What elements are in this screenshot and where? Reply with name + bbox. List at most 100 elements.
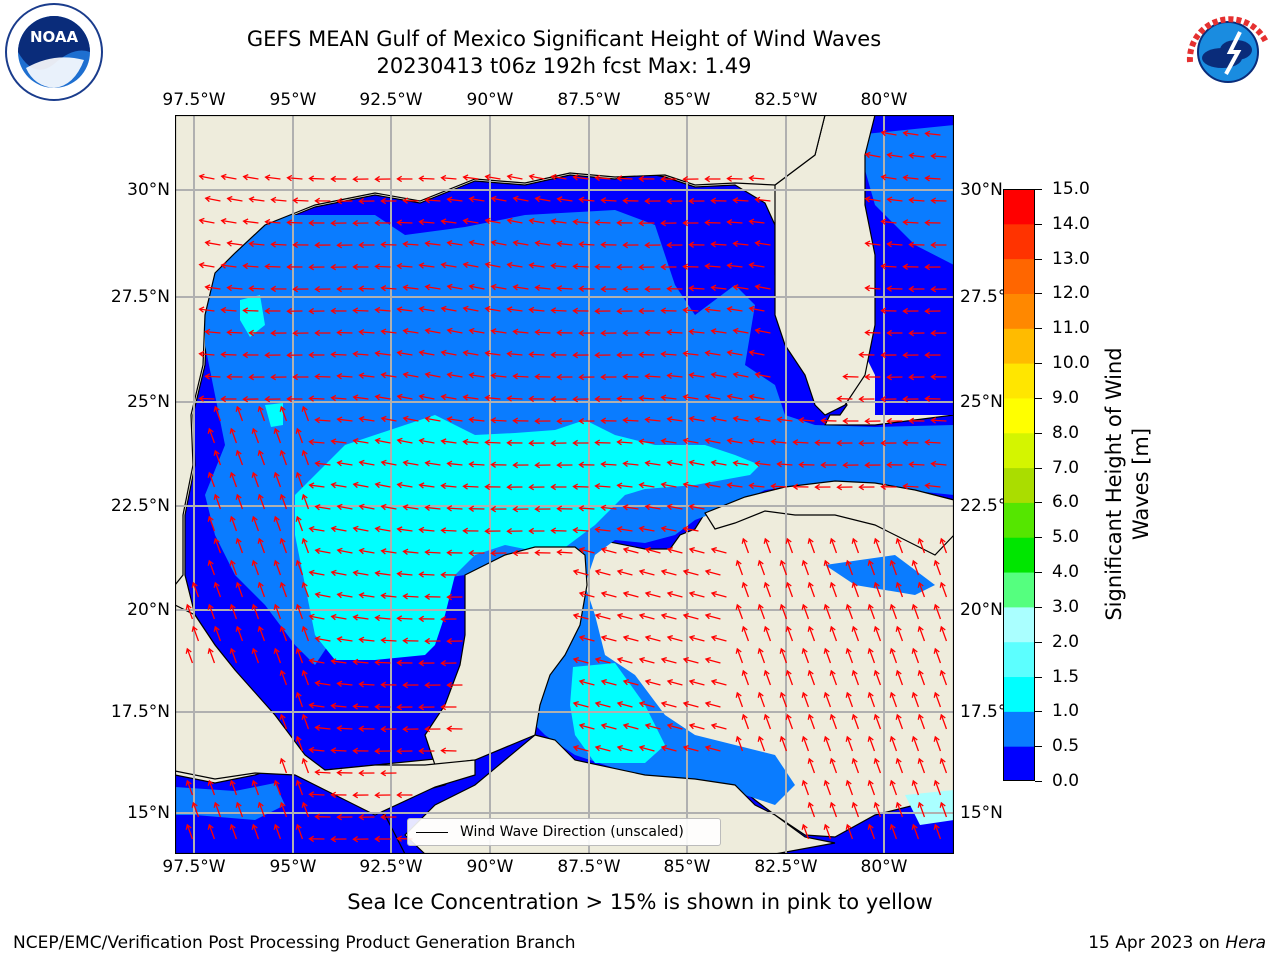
wind-arrow	[491, 374, 507, 378]
wind-arrow-head	[845, 779, 852, 786]
wind-arrow	[573, 614, 589, 620]
wind-arrow-head	[512, 549, 519, 557]
wind-arrow	[419, 484, 435, 488]
wind-arrow-head	[358, 459, 365, 467]
wind-arrow-head	[873, 757, 880, 764]
wind-arrow	[808, 758, 816, 774]
wind-arrow	[441, 177, 457, 180]
wind-arrow-head	[440, 571, 447, 579]
wind-arrow	[403, 595, 419, 598]
lon-label-top: 92.5°W	[359, 90, 423, 110]
wind-arrow-head	[446, 593, 453, 601]
wind-arrow-head	[704, 745, 711, 752]
wind-arrow	[601, 463, 617, 466]
wind-arrow-head	[314, 416, 321, 424]
wind-arrow-head	[682, 657, 689, 664]
wind-arrow	[205, 375, 221, 378]
wind-arrow-head	[396, 306, 403, 313]
wind-arrow	[331, 571, 347, 576]
wind-arrow-head	[594, 174, 601, 182]
wind-arrow-head	[402, 593, 409, 600]
wind-arrow-head	[688, 415, 695, 423]
wind-arrow	[755, 373, 771, 378]
wind-arrow	[419, 573, 435, 576]
wind-arrow-head	[301, 493, 308, 500]
wind-arrow	[485, 396, 501, 400]
wind-arrow-head	[829, 581, 836, 588]
wind-arrow-head	[279, 581, 286, 588]
wind-arrow	[808, 670, 816, 686]
wind-arrow-head	[873, 713, 880, 720]
wind-arrow-head	[534, 240, 541, 247]
wind-arrow-head	[710, 635, 717, 642]
wind-arrow-head	[880, 174, 887, 181]
wind-arrow	[579, 198, 595, 202]
wind-arrow	[513, 330, 529, 334]
wind-arrow	[727, 307, 743, 312]
wind-arrow	[689, 374, 705, 378]
wind-arrow-head	[770, 483, 777, 490]
wind-arrow-head	[594, 701, 601, 708]
wind-arrow	[733, 199, 749, 202]
wind-arrow-head	[292, 329, 299, 337]
wind-arrow-head	[336, 241, 343, 249]
wind-arrow-head	[220, 173, 227, 181]
wind-arrow	[331, 527, 347, 532]
wind-arrow	[786, 670, 794, 686]
wind-arrow	[742, 626, 750, 642]
wind-arrow-head	[330, 351, 337, 358]
colorbar-segment	[1003, 711, 1035, 747]
lon-label-bottom: 87.5°W	[557, 857, 621, 877]
wind-arrow-head	[594, 395, 601, 403]
wind-arrow	[749, 440, 765, 444]
wind-arrow	[274, 824, 282, 840]
wind-arrow-head	[279, 537, 286, 544]
wind-arrow-head	[889, 691, 896, 698]
wind-arrow-head	[462, 261, 469, 269]
wind-arrow-head	[279, 625, 286, 632]
wind-arrow-head	[930, 460, 937, 468]
wind-arrow-head	[807, 757, 814, 764]
wind-arrow-head	[402, 371, 409, 379]
wind-arrow-head	[779, 647, 786, 654]
wind-arrow-head	[829, 625, 836, 632]
wind-arrow	[199, 353, 215, 356]
wind-arrow-head	[273, 427, 280, 434]
wind-arrow-head	[880, 218, 887, 226]
wind-arrow-head	[908, 329, 915, 337]
wind-arrow-head	[616, 307, 623, 315]
lat-label-left: 20°N	[127, 600, 170, 620]
wind-arrow	[463, 307, 479, 312]
wind-arrow	[447, 198, 463, 202]
wind-arrow	[208, 428, 216, 444]
colorbar-tick	[1035, 363, 1042, 365]
wind-arrow-head	[807, 801, 814, 808]
wind-arrow-head	[308, 702, 315, 709]
wind-arrow	[623, 419, 639, 422]
wind-arrow	[918, 538, 926, 554]
wind-arrow-head	[229, 515, 236, 522]
wind-arrow	[397, 395, 413, 400]
wind-arrow-head	[776, 460, 783, 468]
wind-arrow	[786, 714, 794, 730]
wind-arrow	[397, 483, 413, 488]
wind-arrow	[846, 692, 854, 708]
wind-arrow	[375, 616, 391, 620]
wind-arrow	[271, 243, 287, 246]
wind-arrow-head	[933, 735, 940, 742]
wind-arrow	[529, 308, 545, 312]
wind-arrow	[771, 440, 787, 444]
wind-arrow-head	[688, 459, 695, 467]
wind-arrow-head	[264, 263, 271, 270]
wind-arrow-head	[895, 713, 902, 720]
wind-arrow-head	[528, 306, 535, 314]
wind-arrow-head	[616, 569, 623, 576]
wind-arrow	[601, 506, 617, 510]
wind-arrow	[705, 702, 721, 708]
wind-arrow-head	[917, 801, 924, 808]
wind-arrow-head	[930, 197, 937, 204]
wind-arrow	[824, 736, 832, 752]
wind-arrow	[441, 529, 457, 532]
wind-arrow-head	[440, 747, 447, 754]
wind-arrow	[846, 648, 854, 664]
